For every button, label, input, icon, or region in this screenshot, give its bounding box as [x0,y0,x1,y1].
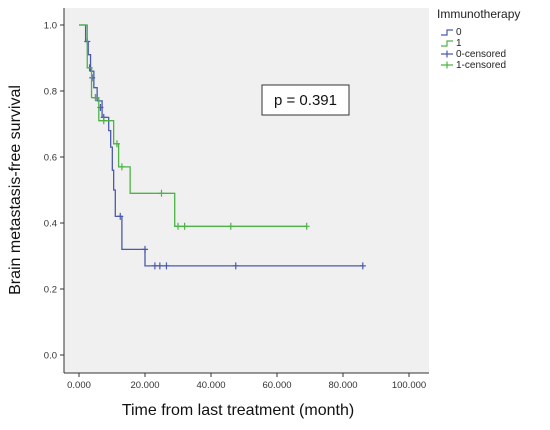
censor-mark-1 [181,222,188,230]
survival-curve-1 [79,24,307,227]
y-tick-label: 0.2 [44,285,57,296]
y-axis-ticks: 0.0 0.2 0.4 0.6 0.8 1.0 [44,21,64,362]
legend-swatch-step [441,29,453,36]
legend-swatch-step [441,40,453,47]
legend-swatch-censored [441,50,453,58]
y-tick-label: 0.6 [44,153,57,164]
x-tick-label: 20.000 [130,380,159,391]
x-tick-label: 60.000 [262,380,291,391]
x-tick-label: 80.000 [328,380,357,391]
censor-mark-0 [232,262,239,270]
x-axis-ticks: 0.000 20.000 40.000 60.000 80.000 100.000 [67,373,426,391]
x-axis-title: Time from last treatment (month) [122,402,354,419]
plot-area [64,8,429,373]
legend-label: 1 [456,38,462,49]
censor-mark-1 [92,94,99,102]
y-tick-label: 0.0 [44,351,57,362]
censor-mark-1 [175,222,181,230]
legend-title: Immunotherapy [437,7,520,21]
p-value-box: p = 0.391 [261,84,350,116]
series-layer [79,24,366,270]
censor-mark-0 [117,212,124,220]
p-value-label: p = 0.391 [274,92,337,109]
censor-mark-0 [156,262,163,270]
censor-mark-0 [163,262,170,270]
censor-mark-1 [303,222,310,230]
x-tick-label: 40.000 [196,380,225,391]
y-axis-title: Brain metastasis-free survival [7,85,24,295]
censor-mark-1 [158,189,165,197]
censor-mark-1 [100,117,107,125]
legend-label: 1-censored [456,60,506,71]
censor-mark-1 [118,163,125,171]
censor-mark-0 [89,74,96,82]
y-tick-label: 0.8 [44,87,57,98]
legend-label: 0 [456,27,462,38]
censor-mark-1 [113,140,120,148]
x-tick-label: 100.000 [392,380,426,391]
censor-mark-0 [142,245,148,253]
legend-swatch-censored [441,61,453,69]
p-value-frame [261,84,350,116]
y-tick-label: 1.0 [44,21,57,32]
x-tick-label: 0.000 [67,380,91,391]
censor-mark-0 [359,262,366,270]
censor-mark-1 [227,222,234,230]
y-tick-label: 0.4 [44,219,57,230]
legend-label: 0-censored [456,49,506,60]
